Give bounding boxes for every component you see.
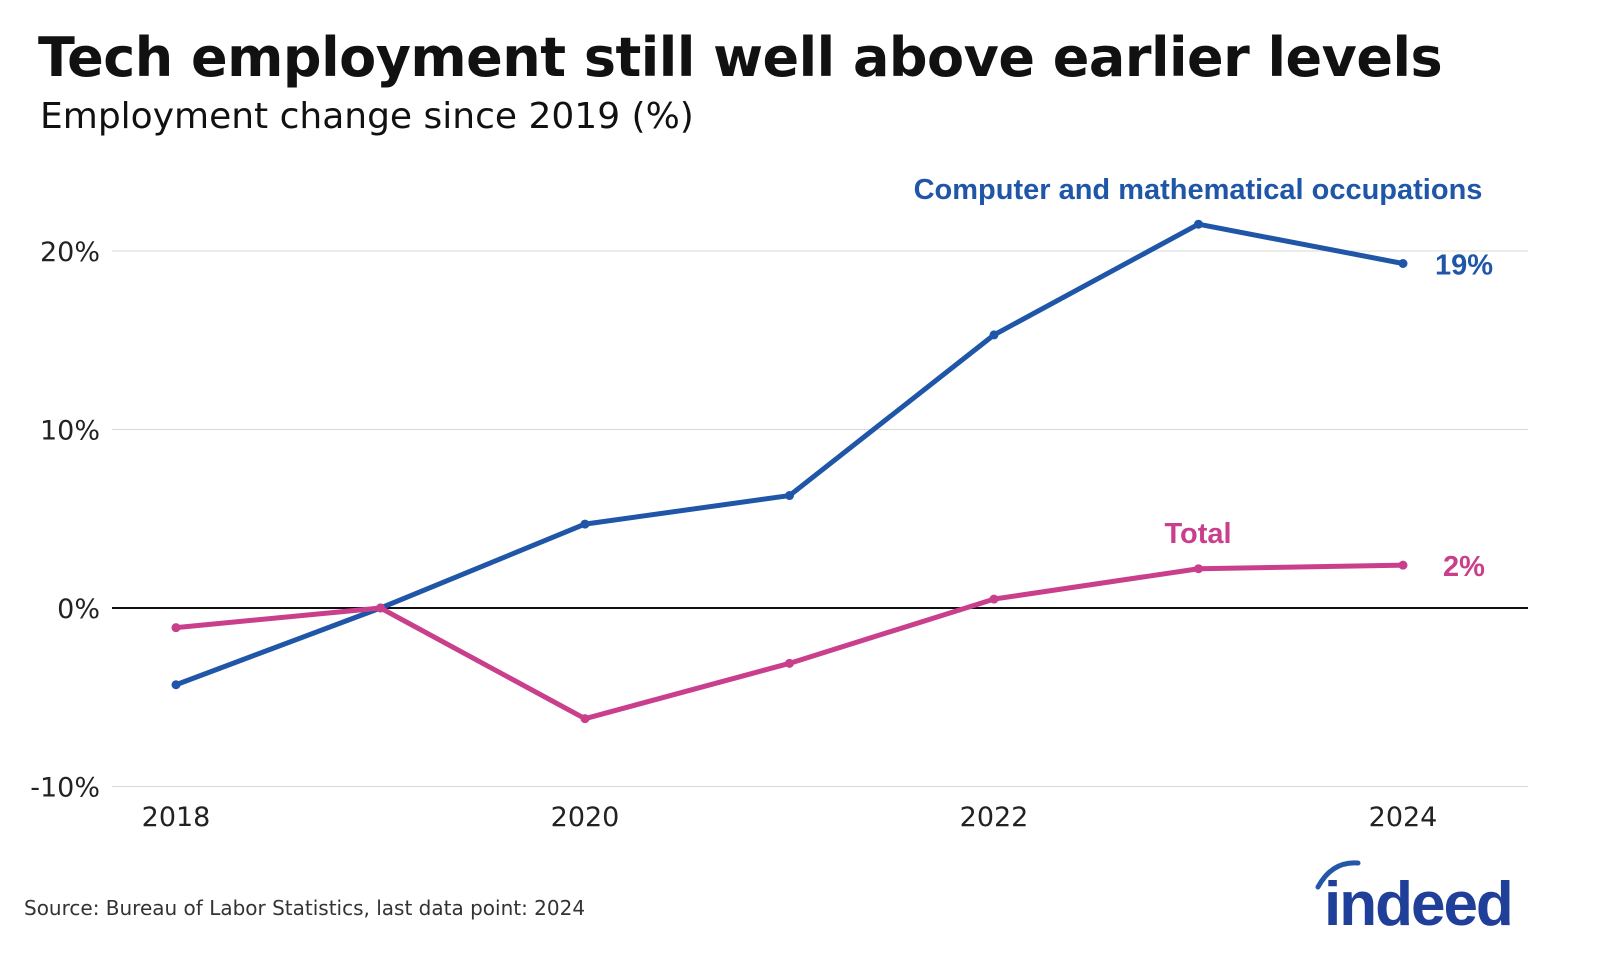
source-note: Source: Bureau of Labor Statistics, last… [24, 896, 586, 920]
series-label: Total [1164, 518, 1231, 550]
chart-subtitle: Employment change since 2019 (%) [40, 96, 694, 137]
x-tick-label: 2020 [551, 802, 620, 833]
series-label: Computer and mathematical occupations [914, 174, 1483, 206]
end-value-label: 19% [1435, 249, 1493, 281]
data-point [171, 680, 181, 690]
data-point [989, 594, 999, 604]
y-tick-label: 0% [57, 594, 100, 625]
data-point [1398, 258, 1408, 268]
data-point [1194, 219, 1203, 229]
data-point [580, 519, 590, 529]
data-point [1194, 564, 1203, 574]
end-value-label: 2% [1443, 551, 1485, 583]
chart-title: Tech employment still well above earlier… [38, 26, 1443, 89]
indeed-logo: indeed [1315, 860, 1514, 935]
y-tick-label: -10% [30, 773, 100, 804]
series-line [175, 562, 1404, 722]
data-point [171, 623, 181, 633]
series-line [175, 221, 1404, 688]
x-tick-label: 2024 [1369, 802, 1438, 833]
data-point [376, 603, 385, 613]
svg-text:indeed: indeed [1324, 870, 1512, 935]
x-tick-label: 2022 [960, 802, 1029, 833]
data-point [785, 491, 794, 501]
data-point [785, 658, 794, 668]
data-point [989, 330, 999, 340]
y-tick-label: 10% [40, 416, 100, 447]
data-point [1398, 560, 1408, 570]
x-tick-label: 2018 [142, 802, 211, 833]
data-point [580, 714, 590, 724]
y-tick-label: 20% [40, 237, 100, 268]
